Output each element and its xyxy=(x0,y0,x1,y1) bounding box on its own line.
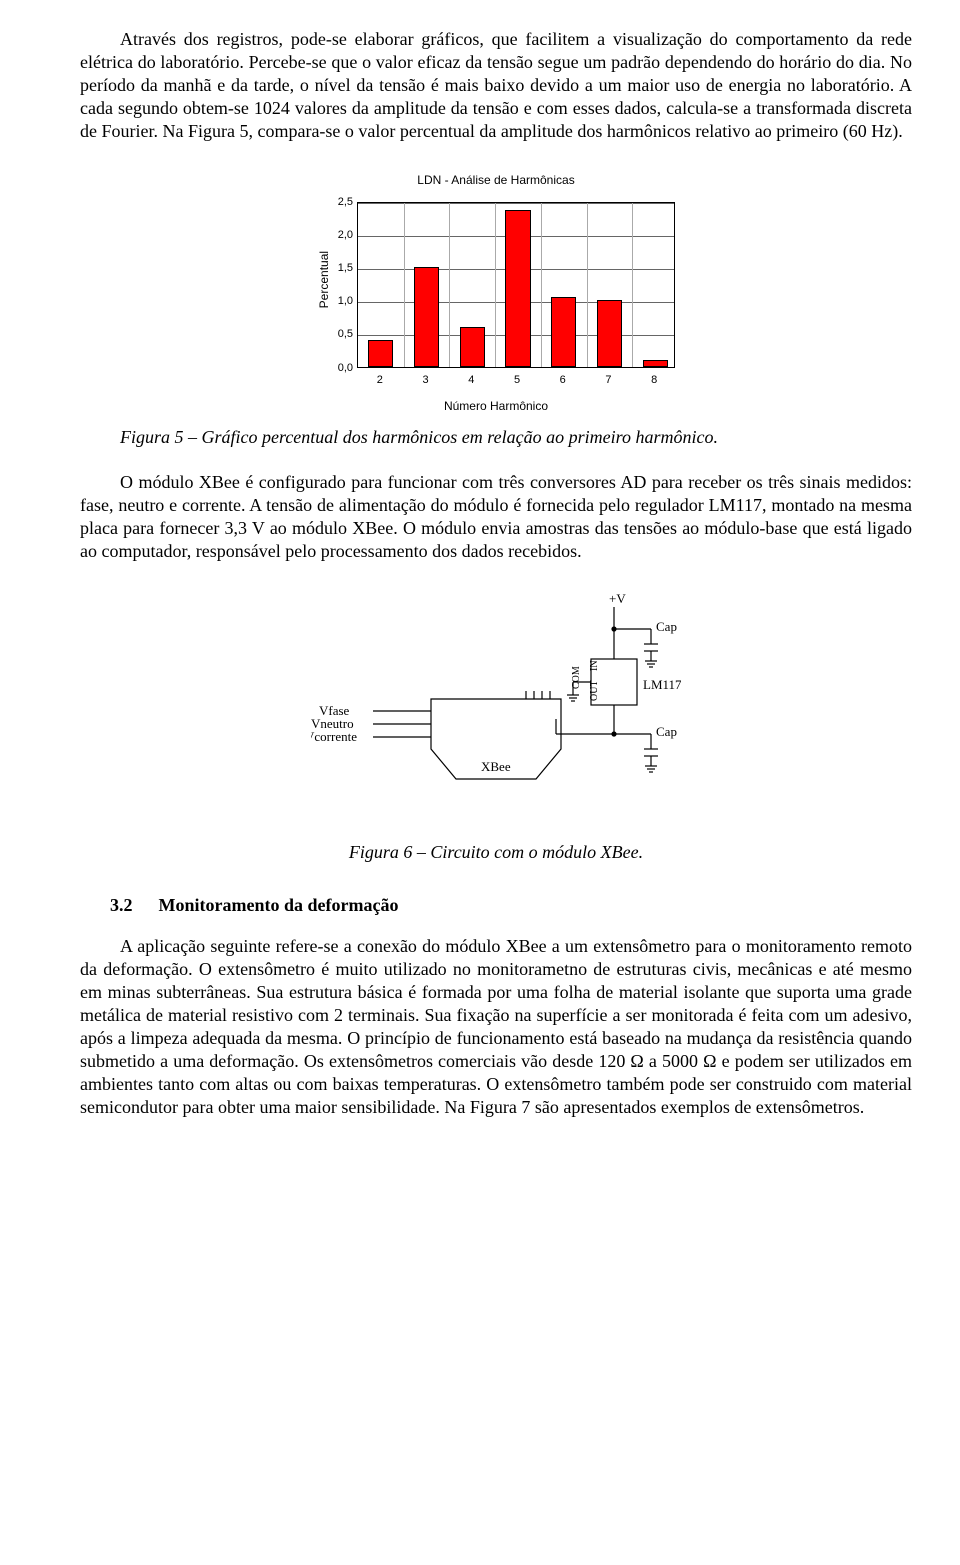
chart-xlabel: Número Harmônico xyxy=(306,399,686,414)
xbee-circuit: +V Cap IN OUT COM LM117 Cap xyxy=(306,589,686,829)
circuit-svg: +V Cap IN OUT COM LM117 Cap xyxy=(311,589,681,829)
chart-title: LDN - Análise de Harmônicas xyxy=(306,173,686,188)
paragraph-intro: Através dos registros, pode-se elaborar … xyxy=(80,28,912,143)
svg-text:IN: IN xyxy=(589,660,600,671)
section-heading: 3.2 Monitoramento da deformação xyxy=(110,894,912,917)
chart-xtick: 7 xyxy=(598,373,618,387)
chart-bar xyxy=(414,267,439,367)
chart-bar xyxy=(551,297,576,367)
chart-bar xyxy=(368,340,393,367)
chart-xtick: 3 xyxy=(416,373,436,387)
chart-ytick: 2,0 xyxy=(307,228,353,242)
section-number: 3.2 xyxy=(110,894,154,917)
chart-bar xyxy=(505,210,530,366)
section-title: Monitoramento da deformação xyxy=(159,895,399,915)
figure5-caption: Figura 5 – Gráfico percentual dos harmôn… xyxy=(80,426,912,449)
chart-bar xyxy=(643,360,668,367)
label-vcorrente: Vcorrente xyxy=(311,729,357,744)
chart-xtick: 6 xyxy=(553,373,573,387)
chart-xtick: 8 xyxy=(644,373,664,387)
chart-xtick: 4 xyxy=(461,373,481,387)
svg-text:OUT: OUT xyxy=(589,680,600,701)
chart-ytick: 1,5 xyxy=(307,261,353,275)
chart-ytick: 1,0 xyxy=(307,294,353,308)
label-cap-top: Cap xyxy=(656,619,677,634)
chart-ytick: 0,0 xyxy=(307,360,353,374)
paragraph-deformation: A aplicação seguinte refere-se a conexão… xyxy=(80,935,912,1119)
harmonics-chart: LDN - Análise de Harmônicas Percentual 0… xyxy=(306,173,686,414)
figure6-caption: Figura 6 – Circuito com o módulo XBee. xyxy=(80,841,912,864)
chart-xtick: 2 xyxy=(370,373,390,387)
label-plusv: +V xyxy=(609,591,626,606)
chart-bar xyxy=(597,300,622,366)
chart-bar xyxy=(460,327,485,367)
chart-xtick: 5 xyxy=(507,373,527,387)
chart-ytick: 2,5 xyxy=(307,194,353,208)
chart-plot-area xyxy=(357,202,675,368)
chart-ytick: 0,5 xyxy=(307,327,353,341)
label-xbee: XBee xyxy=(481,759,511,774)
label-lm117: LM117 xyxy=(643,677,681,692)
label-cap-bot: Cap xyxy=(656,724,677,739)
paragraph-xbee: O módulo XBee é configurado para funcion… xyxy=(80,471,912,563)
